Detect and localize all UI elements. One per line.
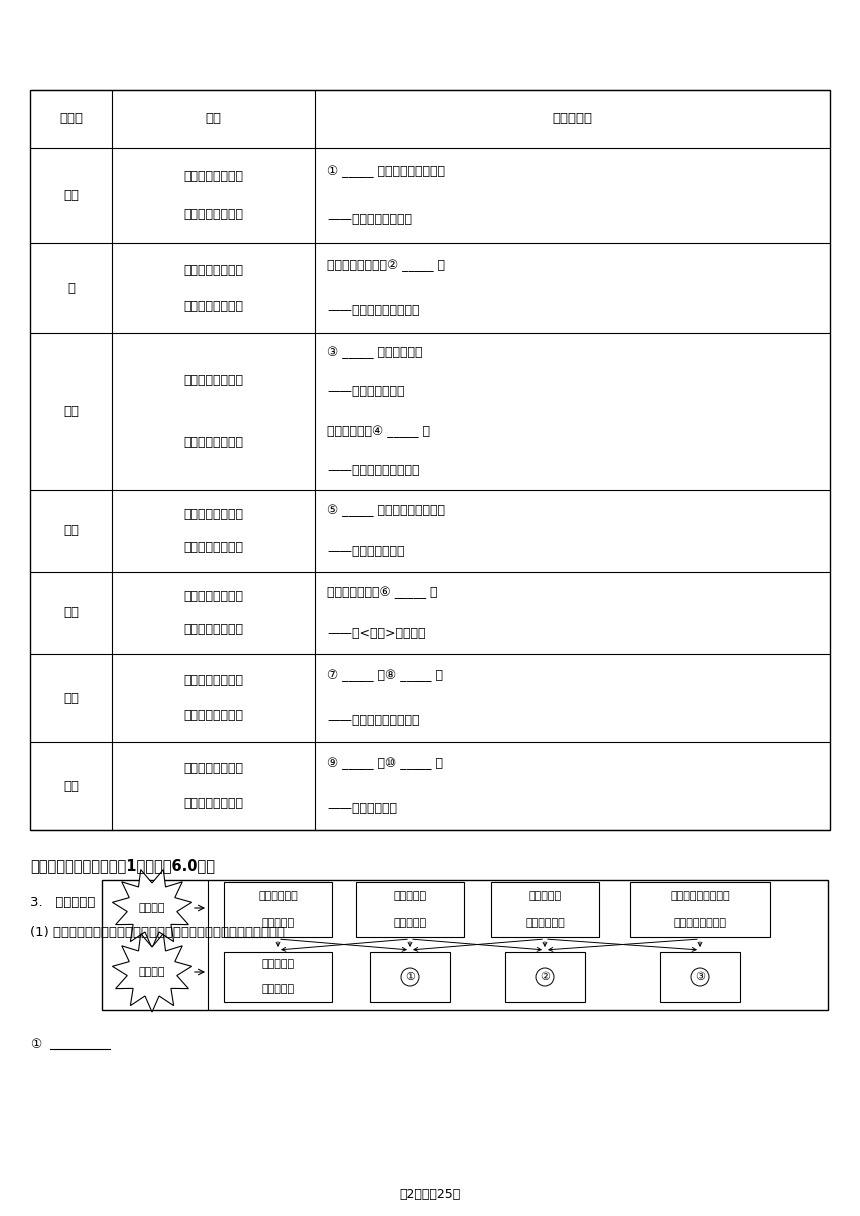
Text: ——《<论语>十二章》: ——《<论语>十二章》: [327, 627, 426, 640]
Text: 挣钱买了车: 挣钱买了车: [261, 918, 295, 928]
Text: 至暗时刻: 至暗时刻: [138, 967, 165, 976]
Text: 坚定不移守住初心: 坚定不移守住初心: [183, 623, 243, 636]
Text: (1) 读完《骆驼祥子》后，小沙梳理了祥子的人生经历，请完善下图。: (1) 读完《骆驼祥子》后，小沙梳理了祥子的人生经历，请完善下图。: [30, 927, 285, 939]
Text: ③ _____ ，良多趣味。: ③ _____ ，良多趣味。: [327, 347, 422, 359]
Text: ②: ②: [540, 972, 550, 983]
Text: 不畏浮云遮望眼，② _____ 。: 不畏浮云遮望眼，② _____ 。: [327, 259, 445, 272]
Text: 三军可夺帅也，⑥ _____ 。: 三军可夺帅也，⑥ _____ 。: [327, 586, 438, 599]
Text: ③: ③: [695, 972, 705, 983]
Text: ——《无题》李商隐: ——《无题》李商隐: [327, 545, 404, 558]
Text: 子再回曹宅拉包月: 子再回曹宅拉包月: [673, 918, 727, 928]
Text: 本来: 本来: [63, 607, 79, 619]
Text: 先生之风山高水长: 先生之风山高水长: [183, 508, 243, 522]
Text: 为君征战大爱吾土: 为君征战大爱吾土: [183, 709, 243, 722]
Text: 燃: 燃: [67, 281, 75, 294]
Text: ⑤ _____ ，蜡炬成灰泪始干。: ⑤ _____ ，蜡炬成灰泪始干。: [327, 503, 445, 517]
Text: 昂扬向上蓬勃张扬: 昂扬向上蓬勃张扬: [183, 264, 243, 276]
Text: ——《登飞来峰》王安石: ——《登飞来峰》王安石: [327, 304, 420, 317]
Text: 奔赴未来筑梦明天: 奔赴未来筑梦明天: [183, 798, 243, 810]
Text: 抢了他的车: 抢了他的车: [261, 985, 295, 995]
Text: ①: ①: [405, 972, 415, 983]
Text: ——《次北固山下》王湾: ——《次北固山下》王湾: [327, 463, 420, 477]
Text: 关键词: 关键词: [59, 113, 83, 125]
Text: 古诗文名句: 古诗文名句: [552, 113, 593, 125]
Text: 人生百味温暖情味: 人生百味温暖情味: [183, 208, 243, 221]
Text: ① _____ ，丰年留客足鸡豚。: ① _____ ，丰年留客足鸡豚。: [327, 165, 445, 179]
Text: 祥子结婚后: 祥子结婚后: [528, 891, 562, 901]
Text: 解读: 解读: [206, 113, 222, 125]
Text: ——《游山西村》陆游: ——《游山西村》陆游: [327, 213, 412, 226]
Text: 四方食事舌尖美味: 四方食事舌尖美味: [183, 170, 243, 182]
Text: 3.   名著阅读。: 3. 名著阅读。: [30, 896, 95, 910]
Text: 十几个大兵: 十几个大兵: [261, 959, 295, 969]
Text: 高光时刻: 高光时刻: [138, 903, 165, 913]
Text: 第2页，共25页: 第2页，共25页: [399, 1188, 461, 1201]
Text: 祥子卖骆驼: 祥子卖骆驼: [393, 891, 427, 901]
Text: 四时之美时序之变: 四时之美时序之变: [183, 437, 243, 450]
Text: ——《三峡》郦道元: ——《三峡》郦道元: [327, 385, 404, 399]
Polygon shape: [113, 934, 192, 1012]
Text: ——《望岳》杜甫: ——《望岳》杜甫: [327, 801, 397, 815]
Text: ⑨ _____ ，⑩ _____ 。: ⑨ _____ ，⑩ _____ 。: [327, 758, 443, 771]
Text: 祥子奋斗三年: 祥子奋斗三年: [258, 891, 298, 901]
Text: 天下: 天下: [63, 692, 79, 704]
Text: ——《雁门太守行》李贺: ——《雁门太守行》李贺: [327, 714, 420, 726]
Text: 曹先生让祥子带小福: 曹先生让祥子带小福: [670, 891, 730, 901]
Text: 远方: 远方: [63, 779, 79, 793]
Text: 日月盈昃寒来暑往: 日月盈昃寒来暑往: [183, 373, 243, 387]
Text: 天下兴亡匹夫有责: 天下兴亡匹夫有责: [183, 674, 243, 687]
Text: 寻味: 寻味: [63, 188, 79, 202]
Text: ⑦ _____ ，⑧ _____ 。: ⑦ _____ ，⑧ _____ 。: [327, 670, 443, 682]
Text: ①: ①: [30, 1038, 41, 1052]
Text: 靠虎妞买了车: 靠虎妞买了车: [525, 918, 565, 928]
Text: 又攒钱买车: 又攒钱买车: [393, 918, 427, 928]
Text: 解疑答惑无私奉献: 解疑答惑无私奉献: [183, 541, 243, 554]
Text: 燃情无限追求极致: 燃情无限追求极致: [183, 299, 243, 313]
Text: 先生: 先生: [63, 524, 79, 537]
Text: 寒暑: 寒暑: [63, 405, 79, 418]
Text: 海日生残夜，④ _____ 。: 海日生残夜，④ _____ 。: [327, 424, 430, 438]
Text: 三、名著阅读（本大题共1小题，共6.0分）: 三、名著阅读（本大题共1小题，共6.0分）: [30, 858, 215, 873]
Polygon shape: [113, 869, 192, 948]
Text: 登高望远跨山越海: 登高望远跨山越海: [183, 762, 243, 775]
Text: 热爱来处回归本真: 热爱来处回归本真: [183, 590, 243, 603]
